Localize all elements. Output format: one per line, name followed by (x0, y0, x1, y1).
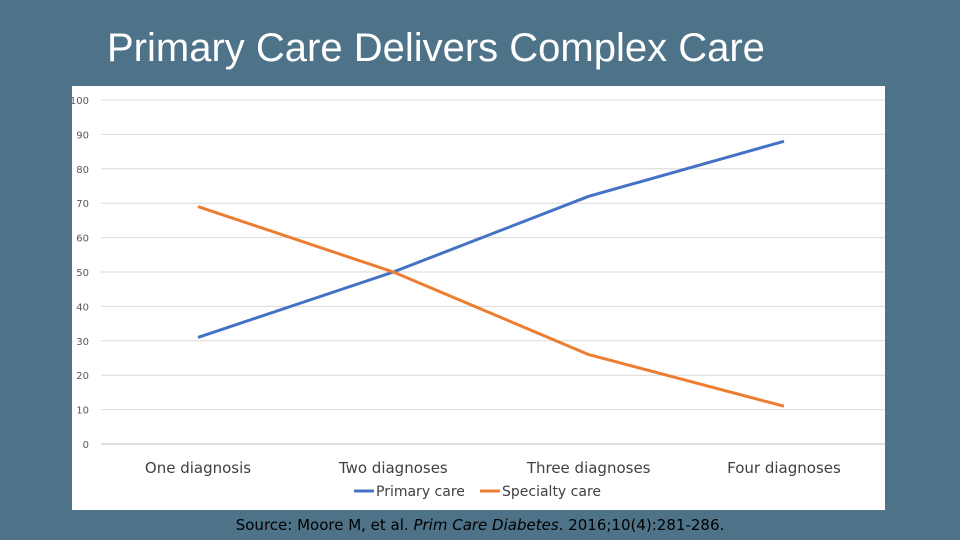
legend-label: Specialty care (502, 484, 601, 500)
source-citation: Source: Moore M, et al. Prim Care Diabet… (0, 516, 960, 534)
slide-title: Primary Care Delivers Complex Care (107, 26, 765, 70)
legend-label: Primary care (376, 484, 465, 500)
x-tick-label: One diagnosis (145, 459, 251, 477)
x-tick-label: Two diagnoses (338, 459, 448, 477)
chart-panel: 0 10 20 30 40 50 60 70 80 90 100 One diagnosis Two d… (72, 86, 885, 510)
series-line-specialty-care (197, 205, 785, 408)
y-tick-label: 40 (76, 302, 89, 313)
series-line-primary-care (197, 139, 785, 339)
y-tick-label: 90 (76, 130, 89, 141)
y-tick-label: 0 (83, 440, 89, 451)
source-journal: Prim Care Diabetes (413, 516, 559, 534)
x-tick-label: Three diagnoses (526, 459, 651, 477)
y-tick-label: 20 (76, 371, 89, 382)
y-tick-label: 50 (76, 268, 89, 279)
y-tick-label: 60 (76, 234, 89, 245)
y-tick-label: 80 (76, 165, 89, 176)
y-tick-label: 70 (76, 199, 89, 210)
source-prefix: Source: Moore M, et al. (235, 516, 414, 534)
y-tick-label: 100 (72, 96, 89, 107)
source-suffix: . 2016;10(4):281-286. (558, 516, 725, 534)
y-tick-label: 30 (76, 337, 89, 348)
y-tick-label: 10 (76, 406, 89, 417)
x-tick-label: Four diagnoses (727, 459, 841, 477)
line-chart: 0 10 20 30 40 50 60 70 80 90 100 One diagnosis Two d… (72, 96, 885, 500)
